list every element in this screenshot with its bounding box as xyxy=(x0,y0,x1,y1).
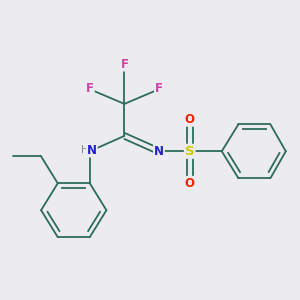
Text: S: S xyxy=(185,145,194,158)
Text: H: H xyxy=(81,145,88,155)
Text: N: N xyxy=(154,145,164,158)
Text: F: F xyxy=(86,82,94,95)
Text: F: F xyxy=(120,58,128,70)
Text: O: O xyxy=(185,113,195,126)
Text: N: N xyxy=(87,143,97,157)
Text: F: F xyxy=(155,82,163,95)
Text: O: O xyxy=(185,177,195,190)
